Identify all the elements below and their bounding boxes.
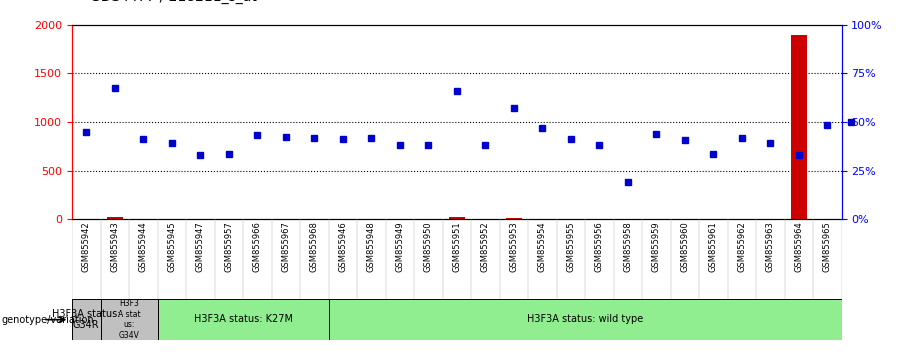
Text: GSM855965: GSM855965 [823,221,832,272]
Text: GSM855948: GSM855948 [367,221,376,272]
Bar [506,218,522,219]
Text: GSM855947: GSM855947 [196,221,205,272]
Text: GSM855946: GSM855946 [338,221,347,272]
Text: H3F3A status:
G34R: H3F3A status: G34R [52,309,121,330]
Text: GSM855968: GSM855968 [310,221,319,272]
Text: GSM855959: GSM855959 [652,221,661,272]
Text: GSM855963: GSM855963 [766,221,775,272]
Bar [107,217,122,219]
Text: GSM855953: GSM855953 [509,221,518,272]
Text: GSM855955: GSM855955 [566,221,575,272]
Bar [158,299,328,340]
Text: GSM855950: GSM855950 [424,221,433,272]
Text: GSM855967: GSM855967 [281,221,290,272]
Text: H3F3A status: wild type: H3F3A status: wild type [526,314,644,325]
Text: H3F3A status: K27M: H3F3A status: K27M [194,314,292,325]
Text: GSM855962: GSM855962 [737,221,746,272]
Text: genotype/variation: genotype/variation [2,315,94,325]
Bar [328,299,842,340]
Text: GSM855966: GSM855966 [253,221,262,272]
Text: GSM855958: GSM855958 [623,221,632,272]
Text: GSM855944: GSM855944 [139,221,148,272]
Text: GSM855945: GSM855945 [167,221,176,272]
Text: GSM855954: GSM855954 [538,221,547,272]
Bar [449,217,464,219]
Text: GSM855943: GSM855943 [110,221,119,272]
Text: GSM855964: GSM855964 [794,221,803,272]
Text: GSM855956: GSM855956 [595,221,604,272]
Text: GSM855949: GSM855949 [395,221,404,272]
Text: GSM855942: GSM855942 [82,221,91,272]
Text: GSM855952: GSM855952 [481,221,490,272]
Text: GSM855957: GSM855957 [224,221,233,272]
Text: GSM855961: GSM855961 [709,221,718,272]
Text: GDS4477 / 218211_s_at: GDS4477 / 218211_s_at [90,0,256,4]
Bar [791,34,806,219]
Bar [101,299,158,340]
Bar [72,299,101,340]
Text: GSM855960: GSM855960 [680,221,689,272]
Text: H3F3
A stat
us:
G34V: H3F3 A stat us: G34V [118,299,140,339]
Text: GSM855951: GSM855951 [452,221,461,272]
